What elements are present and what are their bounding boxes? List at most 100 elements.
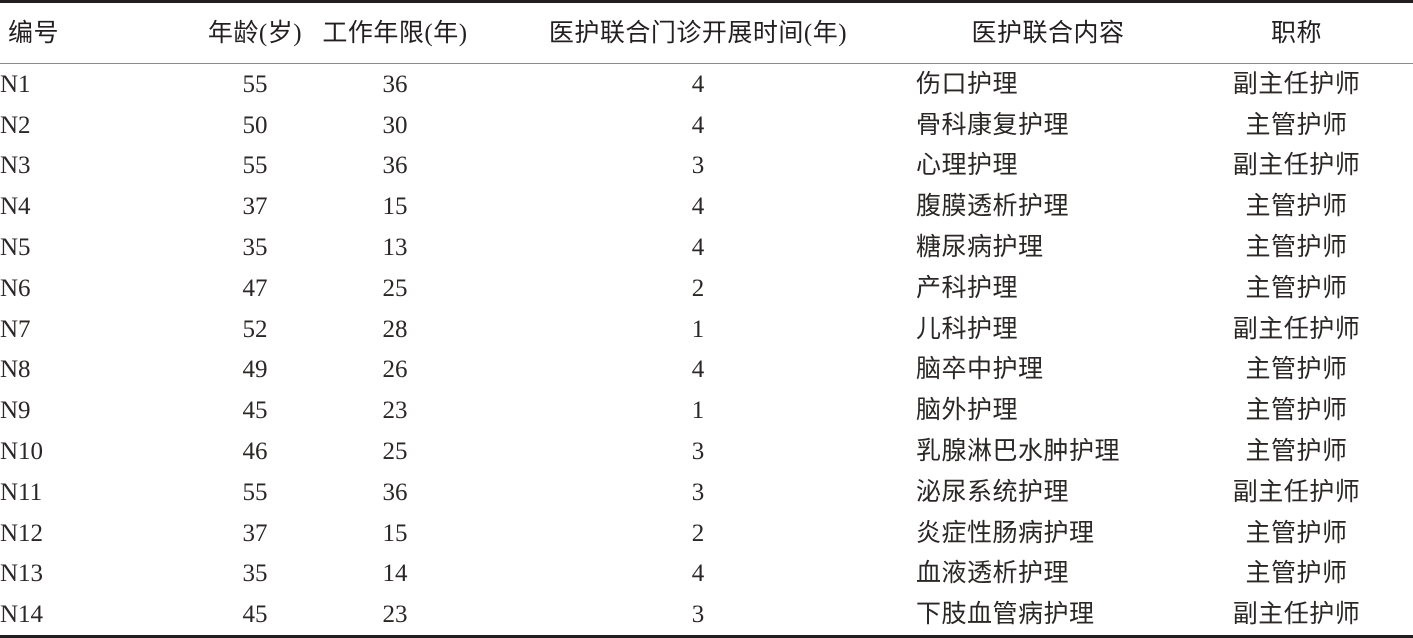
column-header-title: 职称 (1180, 0, 1413, 64)
cell-id: N13 (0, 560, 44, 588)
cell-years: 36 (382, 152, 408, 180)
cell-clinic: 3 (691, 152, 705, 180)
cell-years: 26 (382, 356, 408, 384)
cell-id: N14 (0, 594, 200, 638)
cell-content: 脑外护理 (916, 397, 1019, 425)
cell-age: 45 (242, 397, 268, 425)
table-row: N1 55 36 4 伤口护理 副主任护师 (0, 64, 1413, 105)
cell-years: 23 (382, 397, 408, 425)
cell-years: 36 (382, 70, 408, 98)
column-header-id: 编号 (0, 0, 200, 64)
cell-age: 37 (242, 193, 268, 221)
cell-id: N6 (0, 274, 31, 302)
table-row: N3 55 36 3 心理护理 副主任护师 (0, 146, 1413, 187)
cell-title: 副主任护师 (1232, 478, 1361, 506)
cell-years: 25 (382, 438, 408, 466)
cell-age: 37 (242, 519, 268, 547)
cell-clinic: 4 (691, 70, 705, 98)
cell-id: N4 (0, 193, 31, 221)
cell-id: N3 (0, 152, 31, 180)
cell-id: N12 (0, 519, 44, 547)
cell-title: 主管护师 (1245, 193, 1348, 221)
cell-title: 主管护师 (1245, 111, 1348, 139)
cell-clinic: 3 (691, 478, 705, 506)
table-row: N7 52 28 1 儿科护理 副主任护师 (0, 309, 1413, 350)
table-row: N6 47 25 2 产科护理 主管护师 (0, 268, 1413, 309)
cell-title: 副主任护师 (1180, 594, 1413, 638)
table-row: N8 49 26 4 脑卒中护理 主管护师 (0, 350, 1413, 391)
cell-title: 主管护师 (1245, 234, 1348, 262)
cell-age: 52 (242, 315, 268, 343)
table-row: N11 55 36 3 泌尿系统护理 副主任护师 (0, 472, 1413, 513)
table-header: 编号 年龄(岁) 工作年限(年) 医护联合门诊开展时间(年) 医护联合内容 职称 (0, 0, 1413, 64)
table-header-row: 编号 年龄(岁) 工作年限(年) 医护联合门诊开展时间(年) 医护联合内容 职称 (0, 0, 1413, 64)
cell-age: 46 (242, 438, 268, 466)
cell-id: N5 (0, 234, 31, 262)
cell-age: 47 (242, 274, 268, 302)
cell-years: 15 (382, 193, 408, 221)
cell-title: 主管护师 (1245, 560, 1348, 588)
cell-years: 15 (382, 519, 408, 547)
cell-title: 主管护师 (1245, 397, 1348, 425)
cell-content: 心理护理 (916, 152, 1019, 180)
cell-content: 炎症性肠病护理 (916, 519, 1095, 547)
column-header-content: 医护联合内容 (916, 0, 1180, 64)
cell-years: 13 (382, 234, 408, 262)
cell-years: 25 (382, 274, 408, 302)
cell-clinic: 4 (691, 234, 705, 262)
cell-id: N8 (0, 356, 31, 384)
cell-content: 伤口护理 (916, 70, 1019, 98)
cell-clinic: 4 (691, 111, 705, 139)
cell-years: 28 (382, 315, 408, 343)
cell-years: 30 (382, 111, 408, 139)
table-row: N13 35 14 4 血液透析护理 主管护师 (0, 554, 1413, 595)
table-row: N4 37 15 4 腹膜透析护理 主管护师 (0, 186, 1413, 227)
cell-content: 产科护理 (916, 274, 1019, 302)
cell-id: N2 (0, 111, 31, 139)
cell-clinic: 4 (691, 193, 705, 221)
cell-content: 泌尿系统护理 (916, 478, 1070, 506)
column-header-years: 工作年限(年) (310, 0, 480, 64)
cell-age: 50 (242, 111, 268, 139)
table-body: N1 55 36 4 伤口护理 副主任护师 N2 50 30 4 骨科康复护理 主管护师 N3 55 36 3… (0, 64, 1413, 638)
cell-id: N11 (0, 478, 43, 506)
table-row: N2 50 30 4 骨科康复护理 主管护师 (0, 105, 1413, 146)
cell-age: 55 (242, 478, 268, 506)
cell-clinic: 4 (691, 560, 705, 588)
cell-title: 副主任护师 (1232, 315, 1361, 343)
cell-years: 14 (382, 560, 408, 588)
cell-title: 主管护师 (1245, 274, 1348, 302)
cell-title: 主管护师 (1245, 438, 1348, 466)
cell-id: N10 (0, 438, 44, 466)
cell-years: 36 (382, 478, 408, 506)
cell-content: 骨科康复护理 (916, 111, 1070, 139)
column-header-age: 年龄(岁) (200, 0, 310, 64)
cell-age: 35 (242, 560, 268, 588)
column-header-clinic: 医护联合门诊开展时间(年) (480, 0, 916, 64)
cell-content: 腹膜透析护理 (916, 193, 1070, 221)
cell-content: 血液透析护理 (916, 560, 1070, 588)
cell-id: N1 (0, 70, 31, 98)
cell-clinic: 2 (691, 274, 705, 302)
cell-age: 49 (242, 356, 268, 384)
table-row: N5 35 13 4 糖尿病护理 主管护师 (0, 227, 1413, 268)
cell-content: 下肢血管病护理 (916, 594, 1180, 638)
cell-title: 副主任护师 (1232, 152, 1361, 180)
cell-title: 主管护师 (1245, 356, 1348, 384)
cell-years: 23 (310, 594, 480, 638)
cell-clinic: 4 (691, 356, 705, 384)
cell-clinic: 2 (691, 519, 705, 547)
cell-clinic: 3 (480, 594, 916, 638)
cell-id: N9 (0, 397, 31, 425)
cell-clinic: 1 (691, 315, 705, 343)
cell-content: 乳腺淋巴水肿护理 (916, 438, 1121, 466)
table-row: N9 45 23 1 脑外护理 主管护师 (0, 390, 1413, 431)
table-row: N10 46 25 3 乳腺淋巴水肿护理 主管护师 (0, 431, 1413, 472)
cell-age: 35 (242, 234, 268, 262)
cell-id: N7 (0, 315, 31, 343)
cell-age: 55 (242, 152, 268, 180)
cell-clinic: 1 (691, 397, 705, 425)
cell-title: 主管护师 (1245, 519, 1348, 547)
